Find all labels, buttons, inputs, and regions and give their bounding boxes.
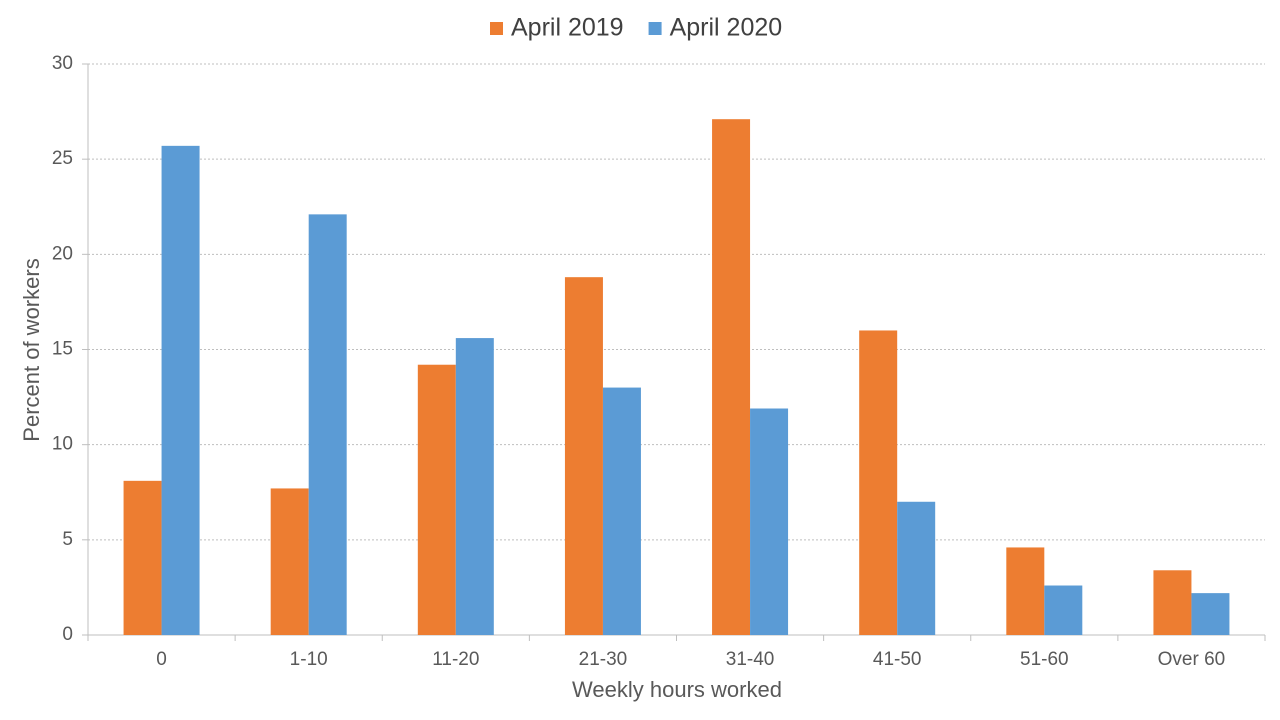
bar xyxy=(564,277,603,635)
bar xyxy=(1006,547,1045,635)
bar xyxy=(161,145,200,636)
x-axis-title: Weekly hours worked xyxy=(572,677,782,702)
bar xyxy=(602,387,641,635)
legend-swatch xyxy=(490,22,503,35)
x-tick-label: Over 60 xyxy=(1158,649,1226,670)
legend-swatch xyxy=(648,22,662,35)
y-tick-label: 20 xyxy=(52,243,73,264)
bar xyxy=(308,214,347,635)
y-tick-label: 0 xyxy=(62,624,73,645)
x-tick-label: 0 xyxy=(156,649,167,670)
bar xyxy=(750,408,789,635)
bar xyxy=(1044,585,1083,635)
bar xyxy=(417,364,456,635)
bar xyxy=(270,488,309,635)
bar xyxy=(1153,570,1192,635)
legend-label: April 2019 xyxy=(511,14,624,42)
x-tick-label: 1-10 xyxy=(290,649,328,670)
y-axis-title: Percent of workers xyxy=(19,258,44,441)
bar xyxy=(123,480,162,635)
y-tick-label: 5 xyxy=(62,529,73,550)
legend-label: April 2020 xyxy=(670,14,783,42)
x-tick-label: 51-60 xyxy=(1020,649,1069,670)
bar xyxy=(897,501,936,635)
bar xyxy=(859,330,898,635)
bar xyxy=(1191,593,1230,635)
y-tick-label: 25 xyxy=(52,148,73,169)
y-tick-label: 15 xyxy=(52,339,73,360)
x-tick-label: 21-30 xyxy=(579,649,628,670)
x-tick-label: 31-40 xyxy=(726,649,775,670)
bar xyxy=(455,338,494,635)
y-tick-label: 30 xyxy=(52,53,73,74)
y-tick-label: 10 xyxy=(52,434,73,455)
bar xyxy=(712,119,751,636)
x-tick-label: 11-20 xyxy=(432,649,479,670)
x-tick-label: 41-50 xyxy=(873,649,922,670)
